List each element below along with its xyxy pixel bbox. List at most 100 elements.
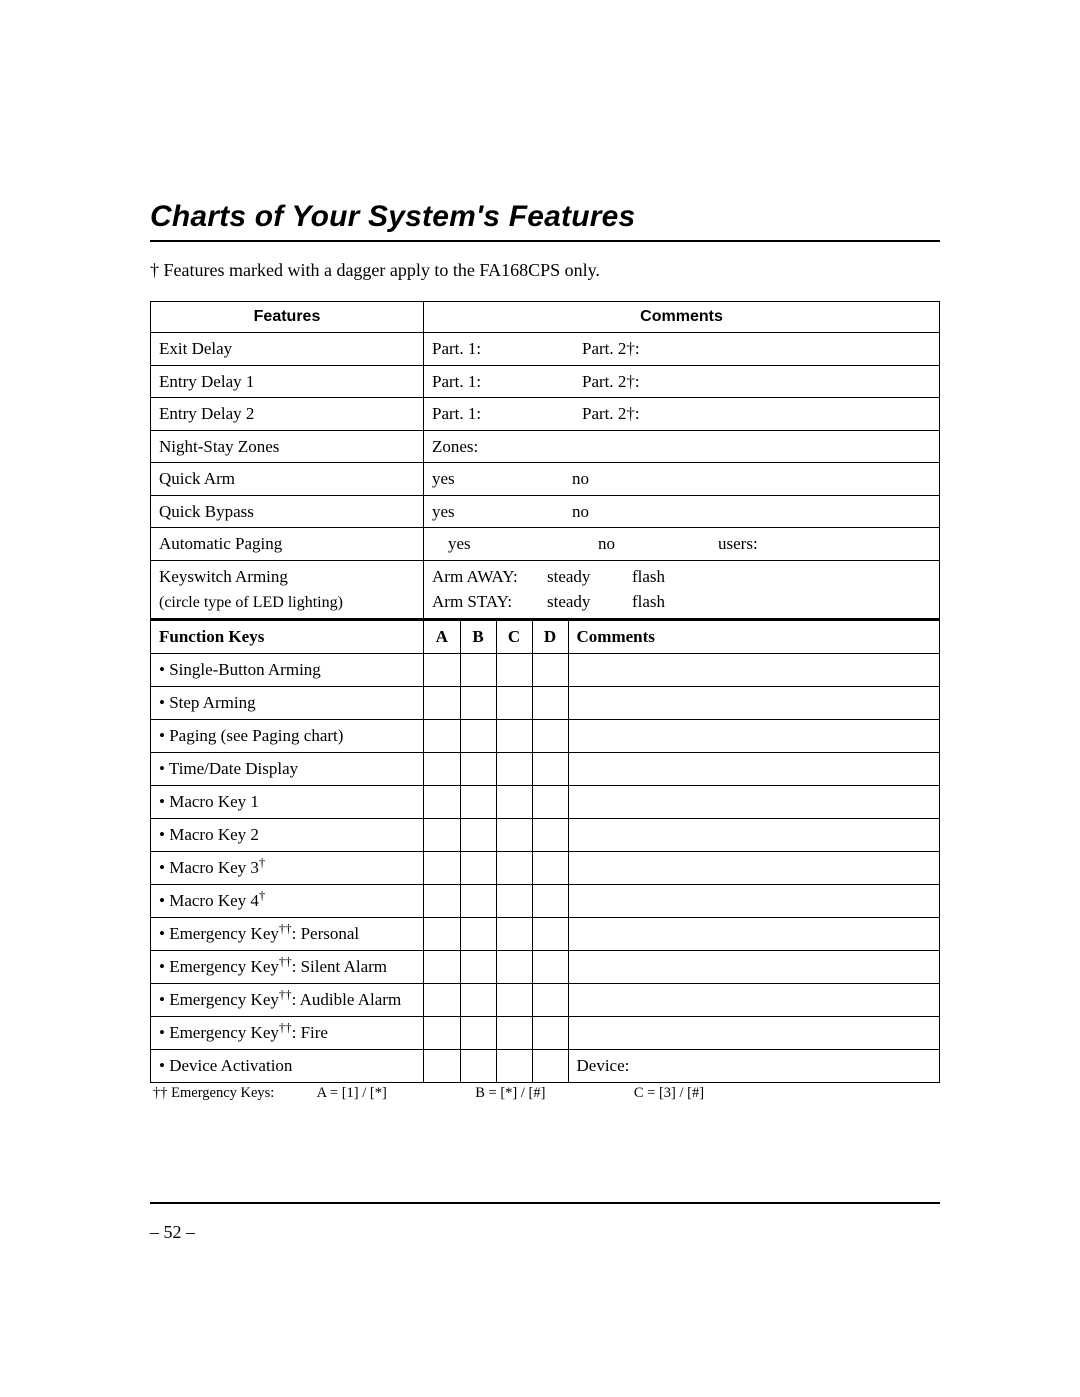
page-title: Charts of Your System's Features	[150, 200, 940, 234]
fk-comment-cell	[568, 951, 939, 983]
fk-label-tail: : Personal	[292, 924, 360, 943]
fk-key-cell	[532, 687, 568, 719]
fk-inner-table	[424, 786, 939, 818]
function-key-row: • Macro Key 3†	[151, 851, 940, 884]
row-keyswitch-arming: Keyswitch Arming (circle type of LED lig…	[151, 560, 940, 620]
row-exit-delay: Exit Delay Part. 1:Part. 2†:	[151, 333, 940, 366]
cell-comments: yesno	[424, 463, 940, 496]
fk-key-cell	[532, 786, 568, 818]
fk-key-cell	[496, 885, 532, 917]
document-page: Charts of Your System's Features † Featu…	[0, 0, 1080, 1397]
fk-key-cell	[496, 852, 532, 884]
fk-label: Macro Key 1	[169, 792, 259, 811]
fk-grid-cell	[424, 785, 940, 818]
cell-comments: Part. 1:Part. 2†:	[424, 333, 940, 366]
fk-label: Step Arming	[169, 693, 255, 712]
fk-label-cell: • Emergency Key††: Silent Alarm	[151, 950, 424, 983]
bullet-icon: •	[159, 792, 169, 811]
superscript: ††	[279, 921, 292, 935]
fk-grid-cell	[424, 752, 940, 785]
cell-label: Quick Bypass	[151, 495, 424, 528]
fk-key-cell	[532, 753, 568, 785]
bullet-icon: •	[159, 990, 169, 1009]
col-A: A	[424, 621, 460, 653]
fk-key-cell	[460, 786, 496, 818]
cell-comments: Part. 1:Part. 2†:	[424, 365, 940, 398]
fk-grid-cell	[424, 818, 940, 851]
fk-key-cell	[496, 984, 532, 1016]
function-key-row: • Emergency Key††: Audible Alarm	[151, 983, 940, 1016]
fk-label: Macro Key 3	[169, 858, 259, 877]
fk-key-cell	[424, 819, 460, 851]
fk-grid-cell	[424, 917, 940, 950]
fk-inner-table	[424, 951, 939, 983]
fk-inner-table	[424, 852, 939, 884]
fk-inner-table	[424, 984, 939, 1016]
bullet-icon: •	[159, 726, 169, 745]
fk-label: Time/Date Display	[169, 759, 298, 778]
fk-inner-table	[424, 1017, 939, 1049]
fk-key-cell	[460, 951, 496, 983]
function-key-row: • Time/Date Display	[151, 752, 940, 785]
row-quick-arm: Quick Arm yesno	[151, 463, 940, 496]
fk-grid-cell	[424, 884, 940, 917]
superscript: ††	[279, 987, 292, 1001]
row-night-stay: Night-Stay Zones Zones:	[151, 430, 940, 463]
cell-label: Entry Delay 2	[151, 398, 424, 431]
header-comments: Comments	[424, 302, 940, 333]
fk-key-cell	[424, 918, 460, 950]
row-entry-delay-1: Entry Delay 1 Part. 1:Part. 2†:	[151, 365, 940, 398]
cell-label: Keyswitch Arming (circle type of LED lig…	[151, 560, 424, 620]
fk-key-cell	[424, 720, 460, 752]
fk-label-cell: • Emergency Key††: Audible Alarm	[151, 983, 424, 1016]
bullet-icon: •	[159, 825, 169, 844]
fk-key-cell	[460, 1050, 496, 1082]
fk-key-cell	[532, 984, 568, 1016]
fk-key-cell	[460, 852, 496, 884]
fk-label-cell: • Emergency Key††: Personal	[151, 917, 424, 950]
fk-comment-cell	[568, 984, 939, 1016]
fk-inner-table	[424, 819, 939, 851]
function-key-row: • Single-Button Arming	[151, 653, 940, 686]
superscript: †	[259, 855, 265, 869]
function-key-row: • Paging (see Paging chart)	[151, 719, 940, 752]
function-key-row: • Macro Key 2	[151, 818, 940, 851]
fk-key-cell	[496, 753, 532, 785]
cell-label: Automatic Paging	[151, 528, 424, 561]
fk-inner-table: Device:	[424, 1050, 939, 1082]
cell-comments: yesnousers:	[424, 528, 940, 561]
fk-label: Paging (see Paging chart)	[169, 726, 343, 745]
fk-subheader-group: A B C D Comments	[424, 620, 940, 654]
bullet-icon: •	[159, 924, 169, 943]
fk-key-cell	[532, 654, 568, 686]
bullet-icon: •	[159, 1023, 169, 1042]
fk-label: Macro Key 4	[169, 891, 259, 910]
fk-key-cell	[532, 1017, 568, 1049]
fk-key-cell	[460, 720, 496, 752]
fk-comment-cell	[568, 819, 939, 851]
fk-key-cell	[460, 753, 496, 785]
fk-key-cell	[532, 951, 568, 983]
bullet-icon: •	[159, 858, 169, 877]
bullet-icon: •	[159, 693, 169, 712]
fk-label-tail: : Audible Alarm	[292, 990, 402, 1009]
fk-subtable-head: A B C D Comments	[424, 621, 939, 653]
fk-key-cell	[424, 753, 460, 785]
fk-key-cell	[424, 885, 460, 917]
fk-comment-cell	[568, 885, 939, 917]
row-entry-delay-2: Entry Delay 2 Part. 1:Part. 2†:	[151, 398, 940, 431]
fk-key-cell	[460, 654, 496, 686]
col-comments: Comments	[568, 621, 939, 653]
bullet-icon: •	[159, 759, 169, 778]
fk-comment-cell	[568, 753, 939, 785]
fk-key-cell	[532, 918, 568, 950]
fk-key-cell	[424, 1017, 460, 1049]
function-keys-header-row: Function Keys A B C D Comments	[151, 620, 940, 654]
fk-key-cell	[532, 852, 568, 884]
fk-key-cell	[424, 786, 460, 818]
fk-key-cell	[460, 819, 496, 851]
fk-grid-cell	[424, 653, 940, 686]
fk-key-cell	[424, 1050, 460, 1082]
fk-inner-table	[424, 753, 939, 785]
cell-comments: yesno	[424, 495, 940, 528]
